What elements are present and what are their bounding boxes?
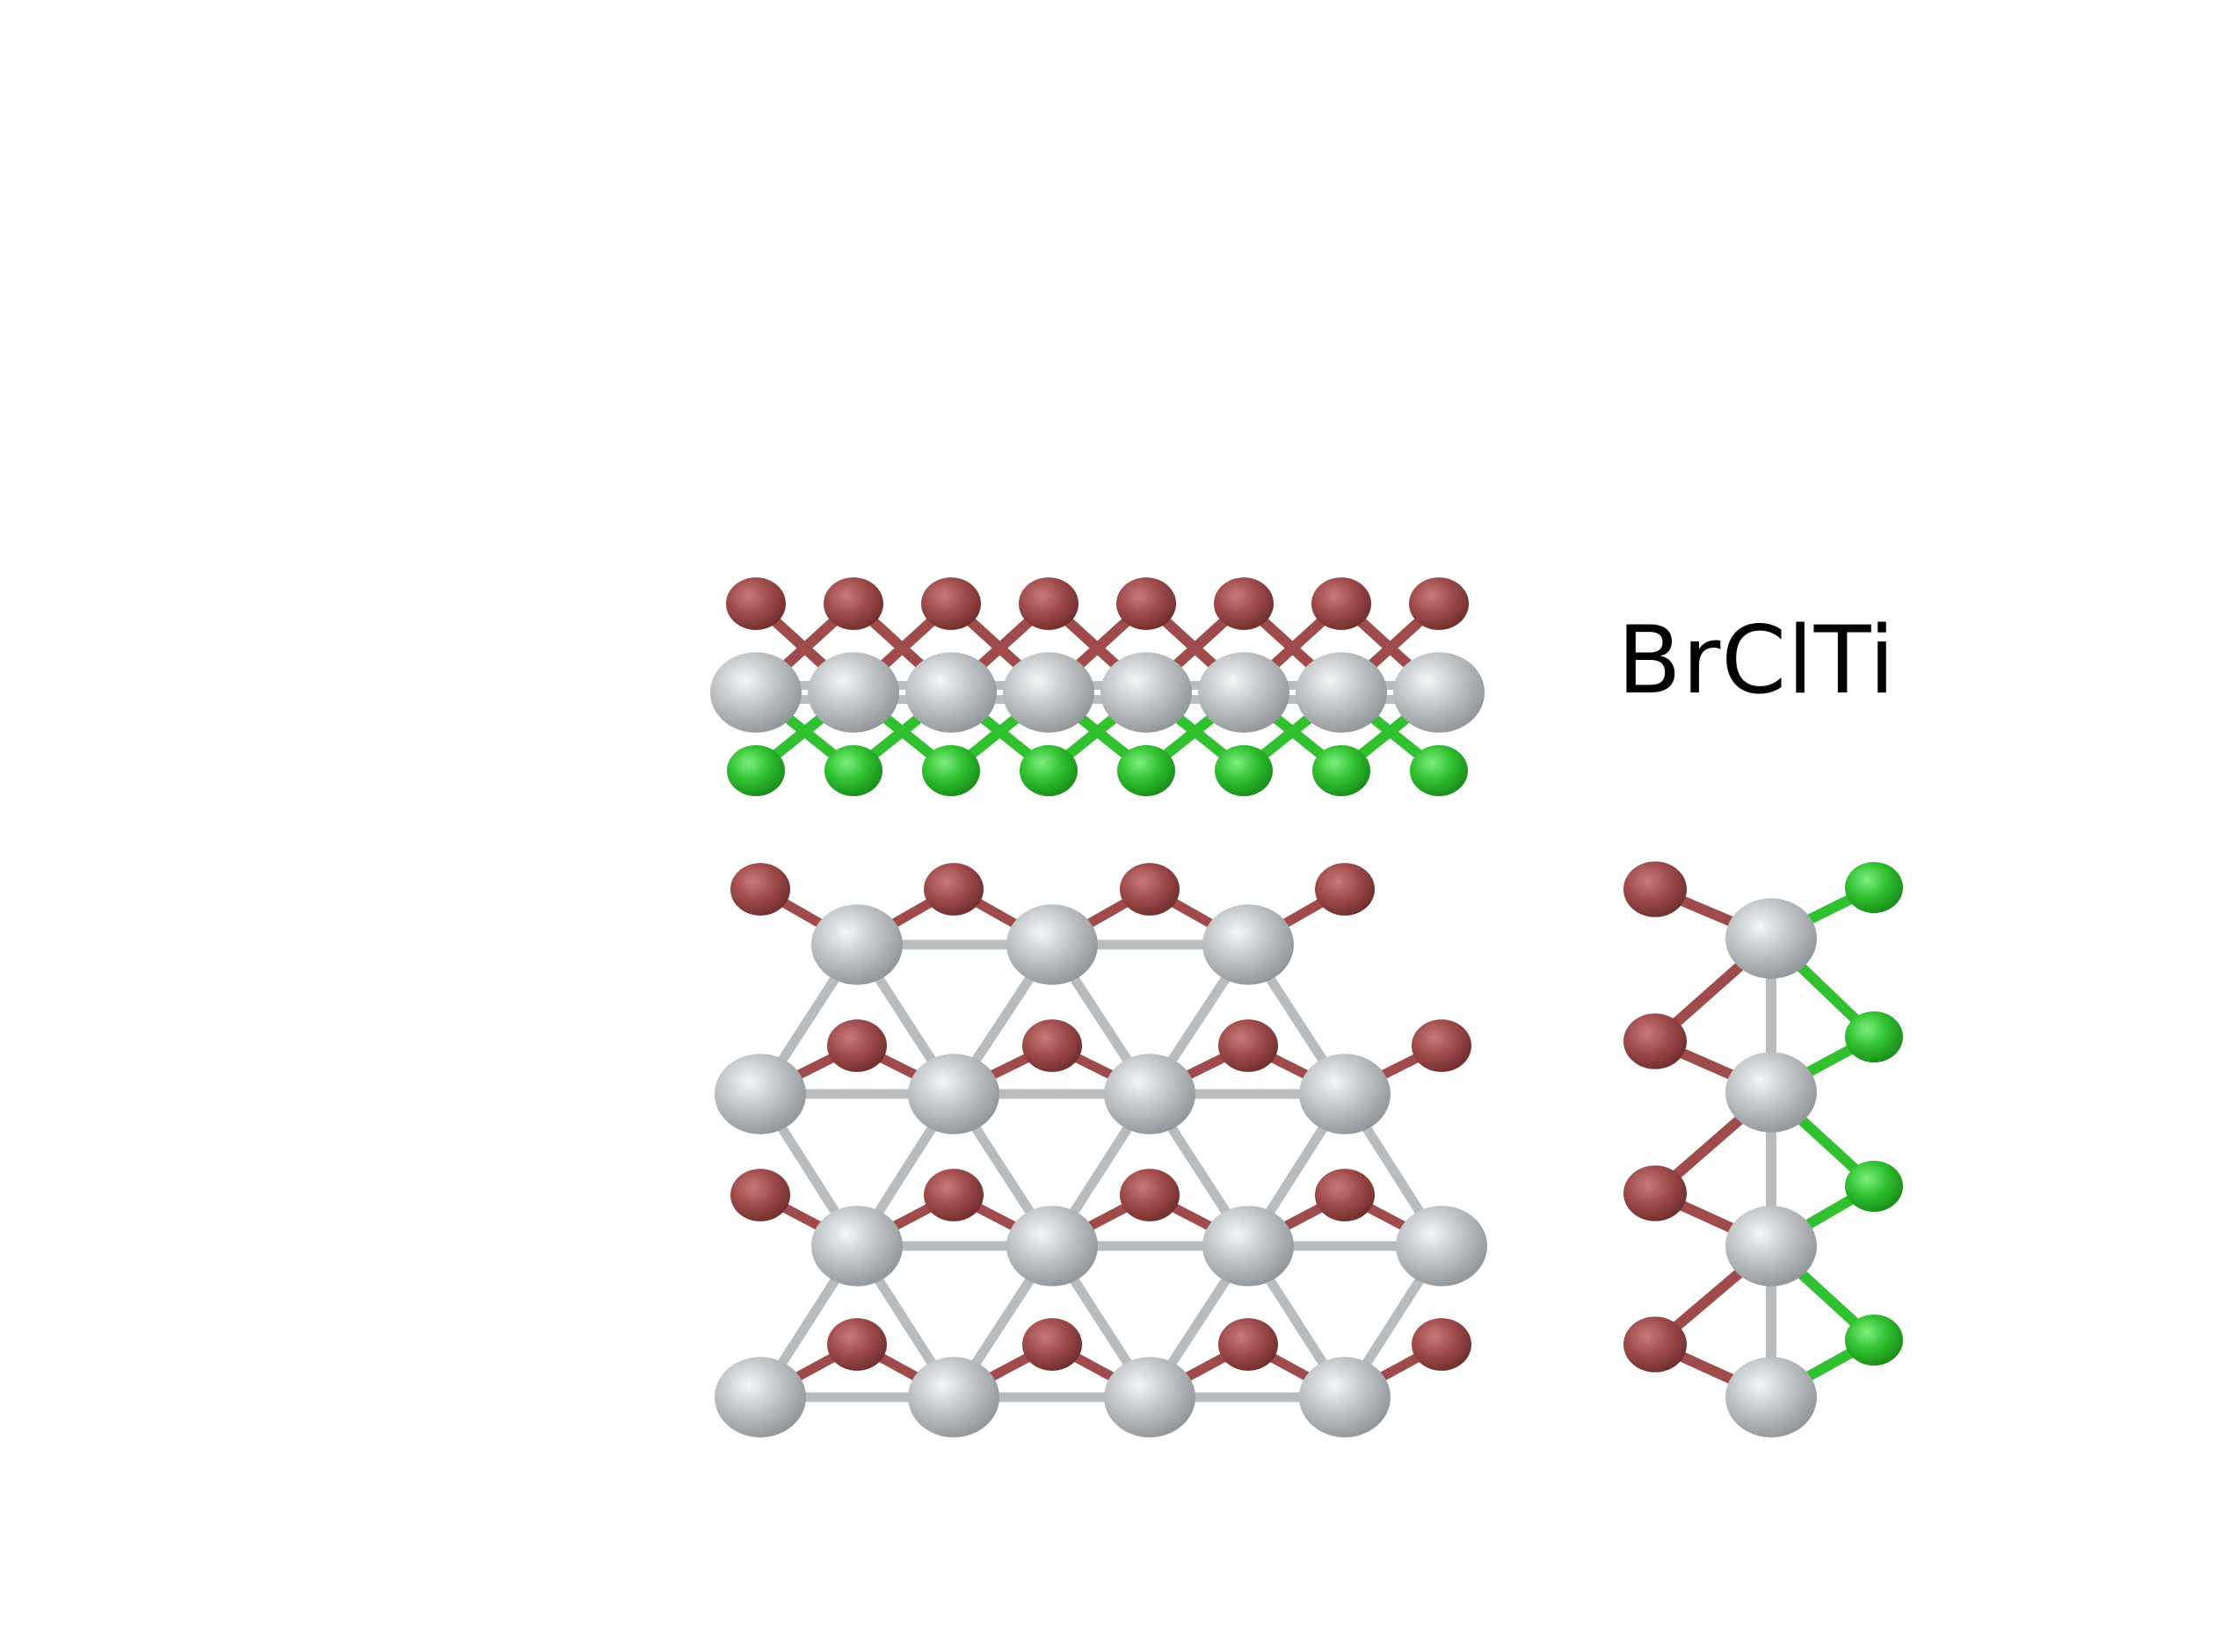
atom-br <box>824 577 883 630</box>
atom-ti <box>1396 1206 1487 1286</box>
atom-ti <box>811 1206 903 1286</box>
atom-br <box>1214 577 1274 630</box>
atom-br <box>1315 1169 1375 1221</box>
atom-ti <box>1725 1357 1817 1438</box>
atom-ti <box>710 652 802 733</box>
atom-cl <box>1215 744 1273 797</box>
atom-br <box>1022 1019 1082 1072</box>
atom-cl <box>1845 1160 1903 1213</box>
atom-br <box>1019 577 1078 630</box>
atom-ti <box>808 652 899 733</box>
atom-ti <box>908 1054 999 1134</box>
atom-ti <box>1104 1357 1195 1438</box>
atom-cl <box>1117 744 1175 797</box>
formula-label: BrClTi <box>1617 606 1896 714</box>
atom-br <box>1116 577 1176 630</box>
atom-cl <box>1845 1314 1903 1366</box>
atom-br <box>1120 863 1180 916</box>
atom-cl <box>824 744 882 797</box>
atom-br <box>1315 863 1375 916</box>
atom-ti <box>1725 898 1817 979</box>
atom-ti <box>1202 904 1294 985</box>
atom-ti <box>1202 1206 1294 1286</box>
atom-br <box>730 1169 790 1221</box>
atom-br <box>1623 1013 1687 1069</box>
atom-cl <box>922 744 980 797</box>
atom-cl <box>1020 744 1078 797</box>
atom-ti <box>1100 652 1192 733</box>
atom-ti <box>1725 1206 1817 1286</box>
atom-ti <box>1299 1054 1391 1134</box>
atom-br <box>924 1169 984 1221</box>
atom-br <box>1623 861 1687 917</box>
atom-br <box>1022 1318 1082 1371</box>
atom-br <box>827 1019 887 1072</box>
atom-ti <box>905 652 997 733</box>
atom-ti <box>1006 904 1098 985</box>
atom-cl <box>1845 861 1903 914</box>
atom-br <box>1218 1318 1278 1371</box>
atom-br <box>1120 1169 1180 1221</box>
atom-br <box>1412 1318 1471 1371</box>
atom-ti <box>715 1054 806 1134</box>
atom-br <box>1412 1019 1471 1072</box>
atom-layer <box>710 577 1903 1438</box>
atom-ti <box>1198 652 1289 733</box>
atom-br <box>1409 577 1469 630</box>
atom-br <box>726 577 786 630</box>
atom-br <box>1623 1316 1687 1373</box>
atom-ti <box>1299 1357 1391 1438</box>
atom-br <box>1623 1165 1687 1221</box>
atom-ti <box>1296 652 1387 733</box>
atom-br <box>921 577 981 630</box>
atom-cl <box>727 744 785 797</box>
atom-ti <box>715 1357 806 1438</box>
atom-ti <box>1725 1052 1817 1133</box>
atom-ti <box>1104 1054 1195 1134</box>
atom-ti <box>1006 1206 1098 1286</box>
atom-br <box>1218 1019 1278 1072</box>
atom-cl <box>1410 744 1468 797</box>
atom-br <box>730 863 790 916</box>
atom-br <box>924 863 984 916</box>
atom-br <box>827 1318 887 1371</box>
atom-ti <box>908 1357 999 1438</box>
atom-br <box>1311 577 1371 630</box>
atom-cl <box>1312 744 1370 797</box>
atom-ti <box>1003 652 1094 733</box>
atom-ti <box>811 904 903 985</box>
atom-cl <box>1845 1011 1903 1063</box>
atom-ti <box>1393 652 1485 733</box>
